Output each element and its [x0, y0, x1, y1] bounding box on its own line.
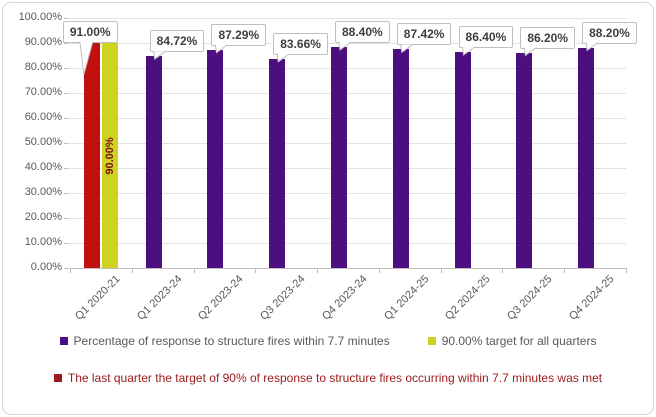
x-axis-tick-mark	[440, 268, 442, 273]
gridline	[70, 168, 626, 169]
x-axis-tick-label: Q4 2023-24	[319, 273, 370, 323]
data-label-callout: 87.42%	[396, 23, 452, 46]
x-axis-tick-mark	[502, 268, 504, 273]
series-bar	[269, 58, 286, 268]
x-axis-tick-mark	[131, 268, 133, 273]
x-axis-tick-mark	[317, 268, 319, 273]
data-label-callout: 88.20%	[582, 21, 637, 44]
data-label-callout: 91.00%	[62, 20, 118, 43]
gridline	[70, 118, 626, 119]
x-axis-tick-mark	[193, 268, 195, 273]
y-axis-tick-label: 50.00%	[24, 136, 62, 148]
series-bar	[207, 49, 224, 268]
y-axis-tick-label: 60.00%	[24, 111, 62, 123]
y-axis-tick-label: 10.00%	[24, 236, 62, 248]
x-axis-tick-mark	[626, 268, 627, 273]
series-bar	[392, 49, 409, 268]
target-met-bar	[83, 40, 100, 268]
y-axis-tick-mark	[64, 243, 69, 244]
y-axis-tick-mark	[64, 193, 69, 194]
target-bar: 90.00%	[101, 43, 118, 268]
gridline	[70, 143, 626, 144]
y-axis-tick-mark	[64, 18, 69, 19]
y-axis-tick-label: 20.00%	[24, 211, 62, 223]
gridline	[70, 243, 626, 244]
series-bar	[145, 56, 162, 268]
x-axis-tick-label: Q2 2024-25	[443, 273, 494, 323]
x-axis-tick-mark	[70, 268, 71, 273]
gridline	[70, 68, 626, 69]
data-label-callout: 86.40%	[458, 26, 514, 48]
y-axis-tick-label: 40.00%	[24, 161, 62, 173]
series-bar	[454, 52, 471, 268]
gridline	[70, 218, 626, 219]
y-axis-tick-label: 70.00%	[24, 86, 62, 98]
y-axis-tick-mark	[64, 93, 69, 94]
gridline	[70, 18, 626, 19]
y-axis-tick-label: 100.00%	[18, 11, 62, 23]
x-axis-tick-label: Q4 2024-25	[567, 273, 617, 323]
x-axis-tick-mark	[378, 268, 380, 273]
data-label-callout: 84.72%	[149, 30, 205, 53]
x-axis-line	[70, 268, 626, 269]
data-label-callout: 83.66%	[273, 32, 328, 55]
y-axis-tick-mark	[64, 168, 69, 169]
x-axis-tick-mark	[255, 268, 257, 273]
data-label-callout: 88.40%	[335, 21, 390, 43]
y-axis-tick-label: 0.00%	[30, 261, 62, 273]
y-axis-tick-mark	[64, 218, 69, 219]
data-label-callout: 87.29%	[211, 23, 267, 46]
x-axis-tick-label: Q3 2023-24	[258, 273, 308, 323]
y-axis-tick-label: 90.00%	[24, 36, 62, 48]
x-axis-tick-label: Q3 2024-25	[505, 273, 555, 323]
y-axis-tick-mark	[64, 143, 69, 144]
x-axis-tick-label: Q1 2024-25	[381, 273, 432, 323]
y-axis-tick-mark	[64, 268, 69, 269]
x-axis-tick-label: Q2 2023-24	[196, 273, 246, 323]
x-axis-tick-label: Q1 2023-24	[134, 273, 185, 323]
x-axis-tick-label: Q1 2020-21	[72, 273, 123, 323]
series-bar	[578, 47, 595, 268]
gridline	[70, 93, 626, 94]
y-axis-tick-mark	[64, 68, 69, 69]
series-bar	[516, 52, 533, 268]
target-bar-inner-label: 90.00%	[103, 136, 116, 175]
data-label-callout: 86.20%	[520, 26, 576, 49]
y-axis-tick-mark	[64, 118, 69, 119]
y-axis-tick-label: 80.00%	[24, 61, 62, 73]
gridline	[70, 193, 626, 194]
y-axis-tick-label: 30.00%	[24, 186, 62, 198]
y-axis-tick-mark	[64, 43, 69, 44]
x-axis-tick-mark	[564, 268, 566, 273]
series-bar	[331, 47, 347, 268]
